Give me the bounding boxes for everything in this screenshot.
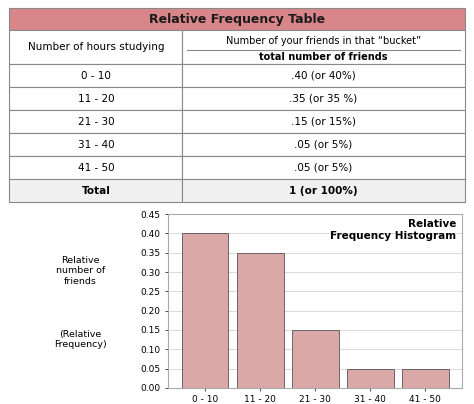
Text: (Relative
Frequency): (Relative Frequency) <box>54 330 107 349</box>
Text: 11 - 20: 11 - 20 <box>78 94 114 104</box>
Bar <box>182 30 465 64</box>
Text: Relative Frequency Table: Relative Frequency Table <box>149 13 325 26</box>
Text: 31 - 40: 31 - 40 <box>78 140 114 149</box>
Bar <box>237 253 283 388</box>
Bar <box>182 133 465 156</box>
Text: Number of your friends in that “bucket”: Number of your friends in that “bucket” <box>226 36 421 46</box>
Text: .15 (or 15%): .15 (or 15%) <box>291 117 356 127</box>
Bar <box>9 64 182 87</box>
Bar <box>9 110 182 133</box>
Text: Number of hours studying: Number of hours studying <box>27 42 164 53</box>
Text: .40 (or 40%): .40 (or 40%) <box>291 71 356 81</box>
Text: Relative
number of
friends: Relative number of friends <box>56 256 105 286</box>
Text: Total: Total <box>82 185 110 196</box>
Bar <box>182 64 465 87</box>
Text: total number of friends: total number of friends <box>259 52 388 62</box>
Text: .35 (or 35 %): .35 (or 35 %) <box>289 94 357 104</box>
Text: 21 - 30: 21 - 30 <box>78 117 114 127</box>
Bar <box>9 8 465 30</box>
Text: .05 (or 5%): .05 (or 5%) <box>294 162 353 173</box>
Bar <box>9 30 182 64</box>
Bar <box>9 87 182 110</box>
Bar <box>347 368 394 388</box>
Text: 0 - 10: 0 - 10 <box>81 71 111 81</box>
Bar <box>182 110 465 133</box>
Text: 41 - 50: 41 - 50 <box>78 162 114 173</box>
Text: 1 (or 100%): 1 (or 100%) <box>289 185 358 196</box>
Bar <box>292 330 338 388</box>
Bar <box>182 234 228 388</box>
Bar <box>9 156 182 179</box>
Bar <box>402 368 449 388</box>
Bar <box>182 179 465 202</box>
Text: Relative
Frequency Histogram: Relative Frequency Histogram <box>330 219 456 241</box>
Bar <box>182 87 465 110</box>
Text: .05 (or 5%): .05 (or 5%) <box>294 140 353 149</box>
Bar <box>9 133 182 156</box>
Bar <box>9 179 182 202</box>
Bar <box>182 156 465 179</box>
